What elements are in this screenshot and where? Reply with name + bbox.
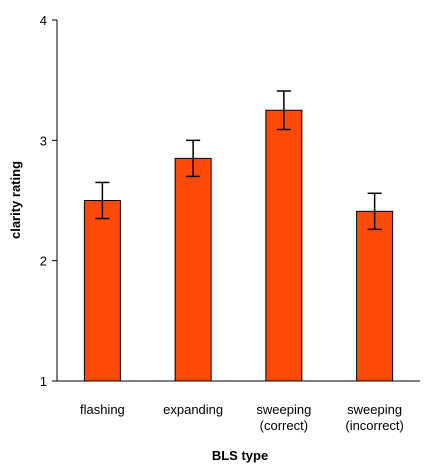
y-axis-title: clarity rating [8, 161, 23, 239]
error-bar [186, 139, 201, 178]
y-tick-label: 3 [40, 133, 47, 148]
error-bar [367, 192, 382, 231]
x-tick-label: (incorrect) [345, 418, 404, 433]
bar [265, 109, 303, 382]
y-tick-label: 1 [40, 374, 47, 389]
y-tick-label: 2 [40, 254, 47, 269]
y-tick-label: 4 [40, 13, 47, 28]
x-tick-labels: flashing expanding sweeping(correct)sweepi… [80, 402, 404, 433]
bar [356, 210, 394, 382]
x-tick-label: (correct) [260, 418, 308, 433]
error-bar [95, 181, 110, 220]
bars [83, 90, 394, 382]
x-tick-label: sweeping [256, 402, 311, 417]
x-tick-label: sweeping [347, 402, 402, 417]
bar [174, 157, 212, 382]
x-tick-label: flashing [80, 402, 125, 417]
error-bar [276, 90, 291, 131]
x-tick-label: expanding [163, 402, 223, 417]
y-ticks: 1 2 3 4 [40, 13, 57, 389]
x-axis-title: BLS type [212, 448, 268, 463]
bar [83, 200, 121, 382]
